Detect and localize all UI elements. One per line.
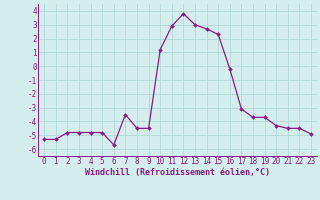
X-axis label: Windchill (Refroidissement éolien,°C): Windchill (Refroidissement éolien,°C) [85,168,270,177]
